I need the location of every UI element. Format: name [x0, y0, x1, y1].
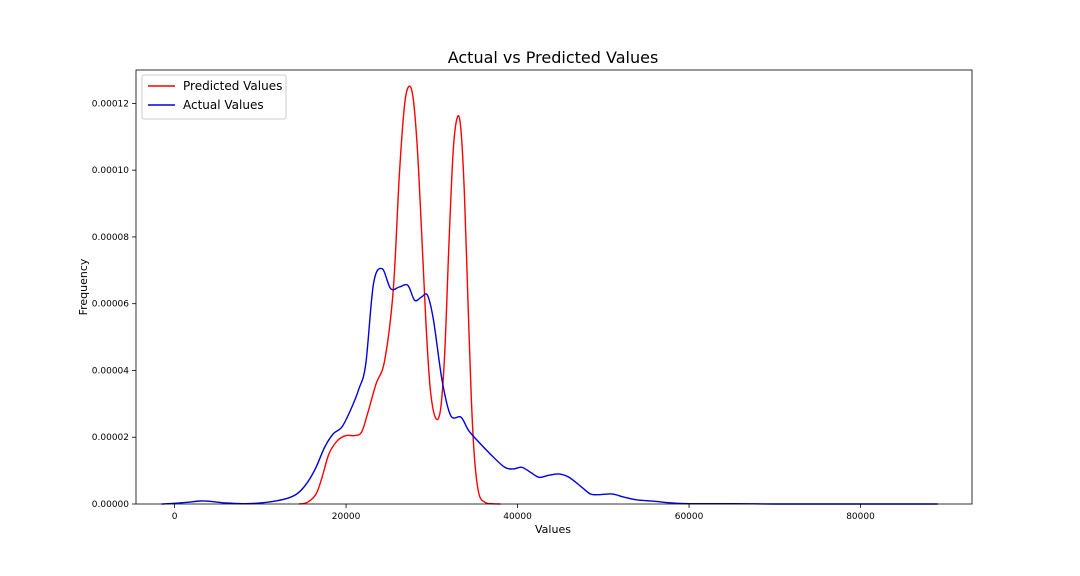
- x-tick-label: 60000: [675, 512, 704, 522]
- x-axis: 0 20000 40000 60000 80000: [172, 504, 875, 522]
- x-tick-label: 40000: [503, 512, 532, 522]
- legend-label-predicted-values: Predicted Values: [183, 79, 282, 93]
- legend-label-actual-values: Actual Values: [183, 98, 264, 112]
- y-tick-label: 0.00010: [92, 166, 129, 176]
- y-axis: 0.00000 0.00002 0.00004 0.00006 0.00008 0.000…: [92, 99, 136, 510]
- x-tick-label: 20000: [332, 512, 361, 522]
- chart-title: Actual vs Predicted Values: [448, 48, 659, 67]
- y-tick-label: 0.00000: [92, 500, 129, 510]
- series-line-predicted-values: [298, 85, 501, 505]
- plot-area: [161, 85, 938, 505]
- y-axis-label: Frequency: [77, 258, 90, 315]
- legend: Predicted Values Actual Values: [141, 74, 287, 120]
- series-line-actual-values: [161, 267, 938, 505]
- y-tick-label: 0.00002: [92, 433, 129, 443]
- y-tick-label: 0.00006: [92, 300, 129, 310]
- x-axis-label: Values: [535, 523, 571, 536]
- x-tick-label: 80000: [846, 512, 875, 522]
- y-tick-label: 0.00012: [92, 99, 129, 109]
- y-tick-label: 0.00008: [92, 233, 129, 243]
- x-tick-label: 0: [172, 512, 178, 522]
- y-tick-label: 0.00004: [92, 366, 129, 376]
- plot-frame: [135, 69, 973, 505]
- legend-box: [141, 74, 287, 120]
